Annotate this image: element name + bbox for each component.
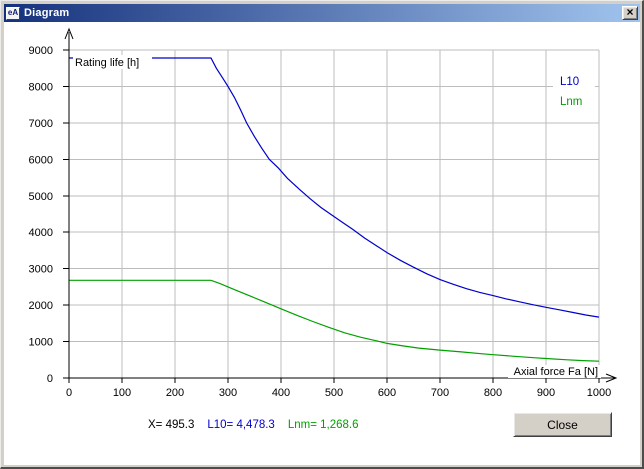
x-tick-label: 800 (484, 387, 502, 399)
window-title: Diagram (24, 7, 70, 19)
x-tick-label: 200 (166, 387, 184, 399)
y-tick-label: 0 (47, 373, 53, 385)
y-tick-label: 7000 (29, 118, 53, 130)
title-bar[interactable]: eA Diagram × (4, 4, 640, 22)
x-tick-label: 500 (325, 387, 343, 399)
x-tick-label: 400 (272, 387, 290, 399)
x-axis-title-background (508, 365, 601, 378)
curve-l10 (69, 57, 600, 318)
x-tick-label: 1000 (587, 387, 611, 399)
x-tick-label: 700 (431, 387, 449, 399)
readout-x: X= 495.3 (148, 419, 195, 431)
x-tick-label: 100 (113, 387, 131, 399)
x-axis-title: Axial force Fa [N] (514, 366, 598, 378)
y-tick-label: 5000 (29, 191, 53, 203)
x-tick-label: 900 (537, 387, 555, 399)
y-tick-label: 9000 (29, 45, 53, 57)
y-tick-label: 8000 (29, 81, 53, 93)
client-area: 0 100 200 300 400 500 600 700 800 900 1000 0 1000 200… (4, 22, 640, 465)
close-button[interactable]: Close (513, 412, 612, 437)
titlebar-close-button[interactable]: × (622, 6, 638, 20)
readout-l10: L10= 4,478.3 (207, 419, 275, 431)
y-tick-label: 4000 (29, 227, 53, 239)
y-tick-label: 1000 (29, 337, 53, 349)
y-axis-title-background (73, 55, 152, 69)
curve-lnm (69, 279, 600, 362)
y-tick-label: 6000 (29, 154, 53, 166)
x-axis-arrow-icon (605, 373, 618, 383)
x-tick-label: 600 (378, 387, 396, 399)
legend-background (553, 73, 595, 89)
app-icon[interactable]: eA (6, 6, 20, 20)
y-tick-label: 3000 (29, 264, 53, 276)
readout-line: X= 495.3 L10= 4,478.3 Lnm= 1,268.6 (148, 419, 371, 431)
close-icon: × (626, 5, 634, 19)
readout-lnm: Lnm= 1,268.6 (287, 419, 359, 431)
legend-label-l10: L10 (560, 76, 579, 88)
legend-label-lnm: Lnm (560, 96, 582, 108)
y-axis-title: Rating life [h] (75, 57, 139, 69)
y-tick-label: 2000 (29, 300, 53, 312)
y-axis-arrow-icon (64, 27, 74, 40)
x-tick-label: 0 (66, 387, 72, 399)
legend-background (553, 93, 595, 109)
x-tick-label: 300 (219, 387, 237, 399)
diagram-chart[interactable]: 0 100 200 300 400 500 600 700 800 900 1000 0 1000 200… (4, 22, 640, 410)
